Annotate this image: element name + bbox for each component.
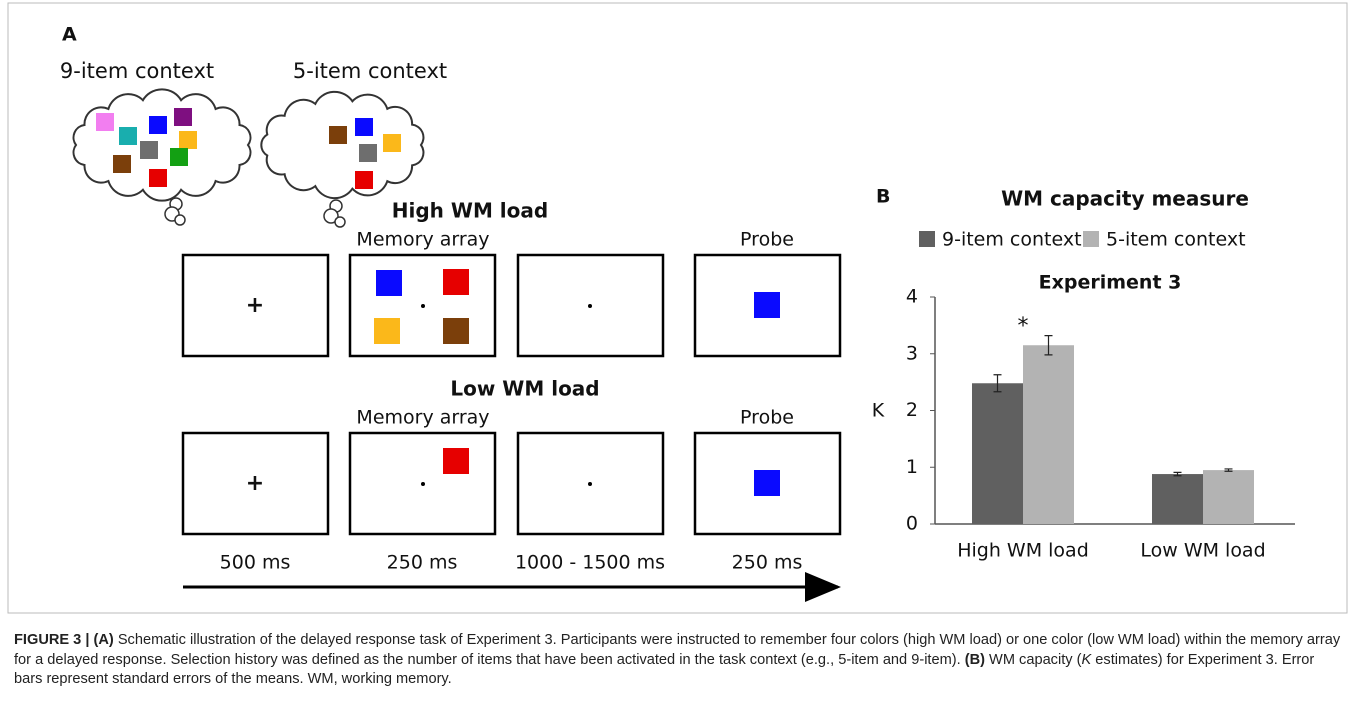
timing-label: 250 ms [387,552,458,574]
color-square [170,148,188,166]
x-tick-label: High WM load [957,540,1089,562]
error-bar [1044,334,1053,356]
fixation-cross: + [246,471,264,496]
legend-label: 5-item context [1106,229,1246,251]
thought-bubble [334,216,346,228]
frame-label: Probe [740,407,794,429]
fixation-dot [421,482,425,486]
color-square [754,470,780,496]
color-square [355,171,373,189]
color-square [754,292,780,318]
bar [1203,470,1254,524]
fixation-dot [421,304,425,308]
panel-label: A [62,24,77,46]
frame-label: Probe [740,229,794,251]
color-square [149,116,167,134]
condition-title: High WM load [392,199,548,223]
condition-title: Low WM load [450,377,599,401]
frame-label: Memory array [356,407,489,429]
color-square [96,113,114,131]
caption-text: K [1081,651,1092,668]
chart-subtitle: Experiment 3 [1039,272,1182,294]
legend-swatch [919,231,935,247]
thought-bubble [323,208,339,224]
color-square [383,134,401,152]
significance-marker: * [1018,314,1029,339]
timing-label: 500 ms [220,552,291,574]
color-square [329,126,347,144]
timing-label: 1000 - 1500 ms [515,552,665,574]
fixation-cross: + [246,293,264,318]
color-square [359,144,377,162]
caption-text: (B) [964,651,985,668]
y-axis-label: K [872,400,885,422]
timing-label: 250 ms [732,552,803,574]
color-square [355,118,373,136]
bar [1023,345,1074,524]
display-frame [516,431,665,536]
y-tick-label: 1 [906,456,918,478]
chart-title: WM capacity measure [1001,187,1249,211]
thought-bubble [174,214,186,226]
color-square [119,127,137,145]
thought-cloud [260,90,425,200]
color-square [149,169,167,187]
color-square [374,318,400,344]
color-square [174,108,192,126]
color-square [113,155,131,173]
fixation-dot [588,304,592,308]
bar [1152,474,1203,524]
y-tick-label: 4 [906,286,918,308]
legend-swatch [1083,231,1099,247]
error-bar [1224,468,1233,472]
y-tick-label: 2 [906,399,918,421]
display-frame [181,431,330,536]
x-tick-label: Low WM load [1140,540,1265,562]
caption-text: estimates) for Experiment 3. Error bars … [14,651,1315,688]
error-bar [1173,471,1182,477]
y-tick-label: 0 [906,513,918,535]
color-square [376,270,402,296]
error-bar [993,374,1002,393]
y-tick-label: 3 [906,342,918,364]
color-square [179,131,197,149]
context-label: 5-item context [293,59,447,83]
color-square [443,269,469,295]
bar [972,383,1023,524]
display-frame [181,253,330,358]
caption-text: FIGURE 3 | (A) [14,632,114,648]
fixation-dot [588,482,592,486]
panel-label: B [876,186,890,208]
context-label: 9-item context [60,59,214,83]
caption-text: WM capacity ( [985,651,1082,668]
caption: FIGURE 3 | (A) Schematic illustration of… [14,631,1344,690]
figure-border [7,2,1348,614]
color-square [443,448,469,474]
color-square [443,318,469,344]
legend-label: 9-item context [942,229,1082,251]
caption-text: Schematic illustration of the delayed re… [14,632,1341,668]
frame-label: Memory array [356,229,489,251]
color-square [140,141,158,159]
